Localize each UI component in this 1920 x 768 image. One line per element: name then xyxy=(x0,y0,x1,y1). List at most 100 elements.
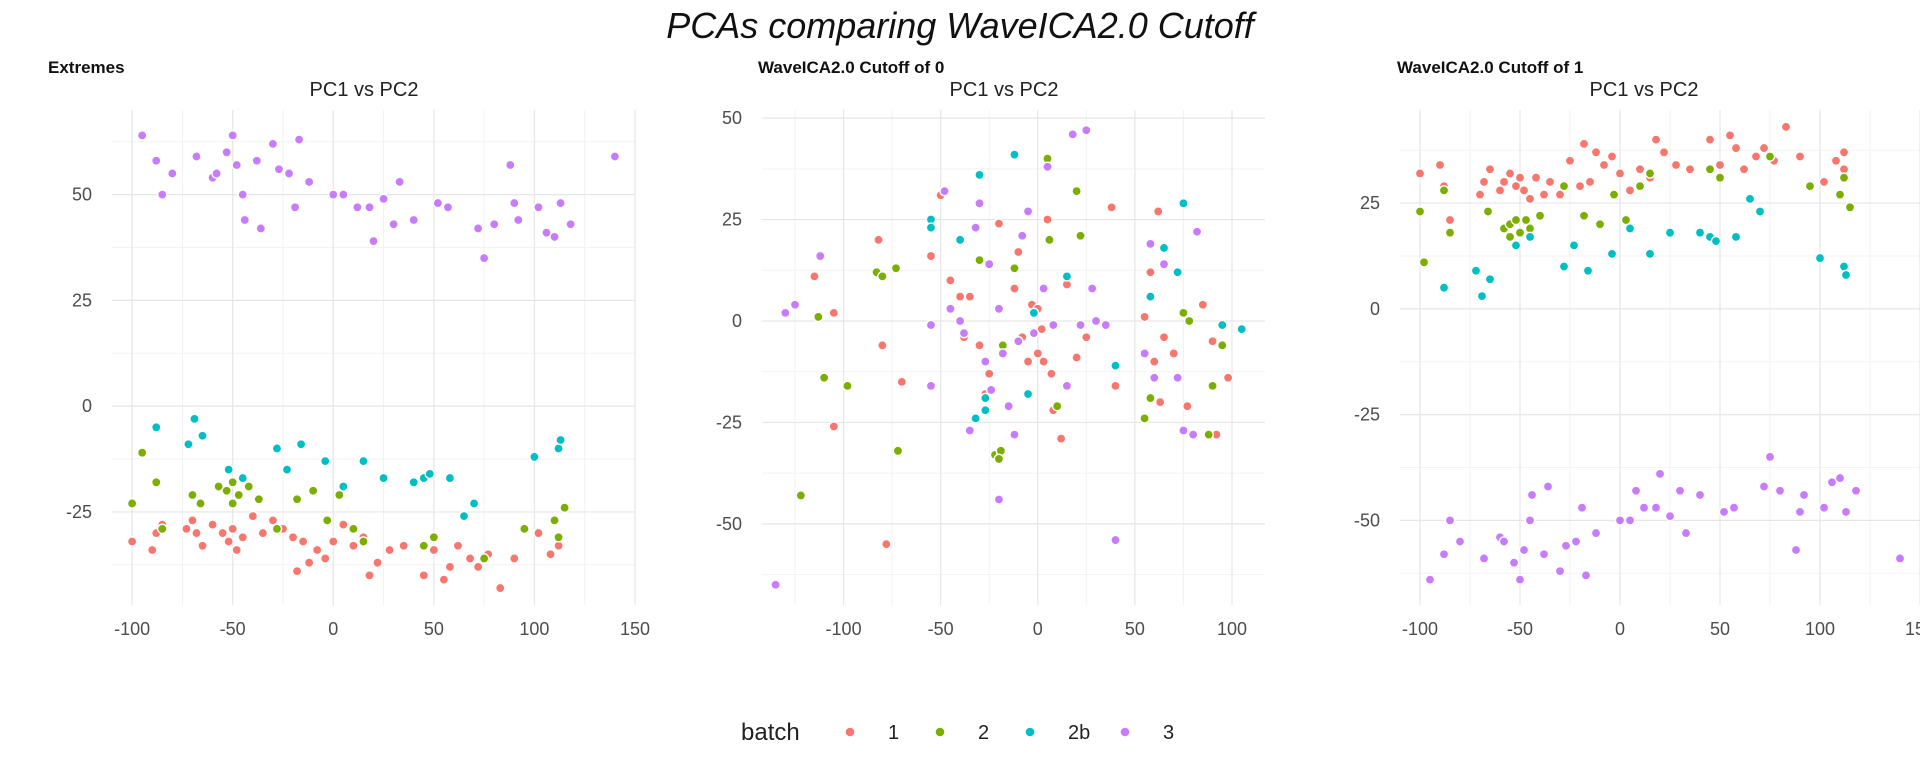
point xyxy=(1524,231,1536,243)
point xyxy=(1172,266,1183,278)
point xyxy=(1542,481,1554,492)
point xyxy=(1674,485,1686,497)
point xyxy=(432,197,444,209)
legend-label: 2 xyxy=(978,722,989,744)
point xyxy=(1494,185,1506,196)
point xyxy=(1187,429,1199,440)
point xyxy=(464,553,476,564)
point xyxy=(1514,227,1526,238)
point xyxy=(1139,348,1150,359)
point xyxy=(281,464,293,475)
x-tick-label: -100 xyxy=(114,619,150,639)
point xyxy=(364,202,375,213)
point xyxy=(1738,163,1750,175)
point xyxy=(1584,176,1596,188)
x-tick-label: 100 xyxy=(1217,619,1247,639)
point xyxy=(126,498,138,509)
point xyxy=(408,214,420,226)
point xyxy=(1804,180,1816,192)
point xyxy=(378,193,389,205)
point xyxy=(1704,163,1716,175)
panel-tag: Extremes xyxy=(48,58,125,77)
point xyxy=(478,252,490,264)
x-tick-label: 50 xyxy=(1710,619,1730,639)
legend-item-2b: 2b xyxy=(1024,722,1090,744)
legend: batch 1 2 2b 3 xyxy=(741,719,1174,746)
point xyxy=(983,258,995,270)
point xyxy=(1444,214,1456,226)
point xyxy=(1022,206,1034,217)
point xyxy=(338,481,349,492)
point xyxy=(428,544,440,556)
x-tick-label: 50 xyxy=(1125,619,1145,639)
point xyxy=(974,169,985,181)
point xyxy=(828,421,840,432)
point xyxy=(1009,429,1020,440)
point xyxy=(251,155,263,167)
point xyxy=(187,489,198,501)
point xyxy=(1032,348,1044,359)
point xyxy=(231,159,243,171)
legend-item-2: 2 xyxy=(934,722,989,744)
point xyxy=(1476,290,1488,302)
point xyxy=(964,425,976,436)
point xyxy=(307,485,319,497)
point xyxy=(327,536,339,547)
grid: -100 -50 0 50 100 -50 -25 0 25 50 xyxy=(716,108,1265,639)
point xyxy=(233,489,245,501)
point xyxy=(1614,168,1626,179)
point xyxy=(1606,151,1618,162)
legend-key xyxy=(934,726,946,738)
point xyxy=(243,481,255,492)
point xyxy=(1482,206,1494,217)
point xyxy=(348,540,359,552)
point xyxy=(1510,214,1522,226)
point xyxy=(565,218,576,230)
point xyxy=(418,570,430,581)
point xyxy=(1110,534,1121,546)
point xyxy=(1013,246,1024,258)
point xyxy=(295,438,307,450)
y-tick-label: 0 xyxy=(732,311,742,331)
point xyxy=(1518,185,1530,196)
point xyxy=(1830,155,1842,167)
point xyxy=(1434,159,1446,171)
point xyxy=(472,561,484,573)
point xyxy=(1504,231,1516,243)
point xyxy=(1794,151,1806,162)
point xyxy=(1718,506,1730,518)
point xyxy=(1798,489,1810,501)
point xyxy=(1051,400,1063,412)
point xyxy=(289,202,301,213)
panel-title: PC1 vs PC2 xyxy=(310,79,419,101)
point xyxy=(1730,142,1742,154)
point xyxy=(1730,231,1742,243)
legend-key xyxy=(1119,726,1131,738)
point xyxy=(1510,240,1522,251)
point xyxy=(444,472,456,484)
point xyxy=(980,356,991,367)
point xyxy=(468,498,480,509)
point xyxy=(974,340,985,351)
point xyxy=(1650,134,1662,145)
point xyxy=(1478,176,1490,188)
point xyxy=(1438,548,1450,560)
point xyxy=(553,532,564,543)
point xyxy=(303,176,315,188)
point xyxy=(1840,269,1852,281)
series-batch-2 xyxy=(1414,151,1856,268)
point xyxy=(237,472,249,484)
point xyxy=(1538,548,1550,560)
point xyxy=(1534,210,1546,222)
panel-cutoff-1: WaveICA2.0 Cutoff of 1 PC1 vs PC2 -100 -5… xyxy=(1354,58,1920,639)
point xyxy=(271,443,283,454)
point xyxy=(1606,248,1618,260)
y-tick-label: 0 xyxy=(82,396,92,416)
point xyxy=(1608,189,1620,200)
point xyxy=(1576,502,1588,513)
point xyxy=(1834,472,1846,484)
point xyxy=(549,231,560,243)
point xyxy=(1664,510,1676,522)
y-tick-label: 25 xyxy=(72,290,92,310)
legend-label: 1 xyxy=(888,722,899,744)
